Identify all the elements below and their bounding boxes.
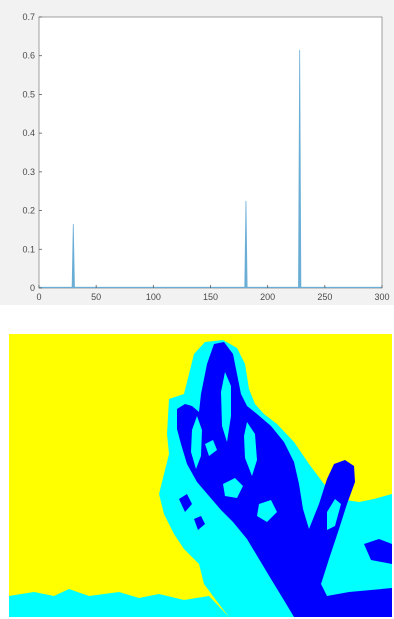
x-tick-label: 50 — [91, 292, 101, 302]
heatmap-high-speckle-a — [179, 494, 192, 512]
y-tick-label: 0.3 — [22, 167, 35, 177]
x-tick-label: 250 — [317, 292, 332, 302]
heatmap-high-speckle-b — [194, 516, 205, 530]
histogram-figure: 0 50 100 150 200 250 300 0 0.1 0.2 0.3 0.4 0.5 0.6 0.… — [0, 0, 394, 305]
x-tick-label: 300 — [374, 292, 389, 302]
y-tick-label: 0.6 — [22, 51, 35, 61]
y-tick-label: 0.1 — [22, 244, 35, 254]
x-axis: 0 50 100 150 200 250 300 — [36, 285, 390, 302]
x-tick-label: 100 — [146, 292, 161, 302]
heatmap-mid-left-spot — [9, 596, 29, 617]
palm-speckle-a — [223, 478, 243, 498]
heatmap-mid-floor — [9, 589, 229, 617]
y-tick-label: 0.5 — [22, 89, 35, 99]
palm-speckle-b — [257, 500, 277, 522]
y-tick-label: 0 — [30, 283, 35, 293]
x-tick-label: 200 — [260, 292, 275, 302]
heatmap-high-speckle-d — [309, 588, 325, 604]
heatmap-high-speckle-c — [364, 539, 392, 564]
y-tick-label: 0.2 — [22, 206, 35, 216]
finger-gap-middle — [221, 372, 231, 442]
series-peak — [244, 200, 248, 288]
finger-gap-right — [244, 422, 257, 476]
x-tick-label: 0 — [36, 292, 41, 302]
plot-area — [38, 16, 383, 289]
y-tick-label: 0.4 — [22, 128, 35, 138]
y-tick-label: 0.7 — [22, 12, 35, 22]
segmentation-heatmap — [9, 334, 392, 617]
series-peak — [298, 49, 302, 289]
x-tick-label: 150 — [203, 292, 218, 302]
y-axis: 0 0.1 0.2 0.3 0.4 0.5 0.6 0.7 — [22, 12, 42, 293]
series-peak — [71, 224, 75, 288]
finger-gap-left — [191, 416, 202, 469]
palm-speckle-c — [205, 440, 217, 456]
thumb-gap — [327, 499, 341, 530]
